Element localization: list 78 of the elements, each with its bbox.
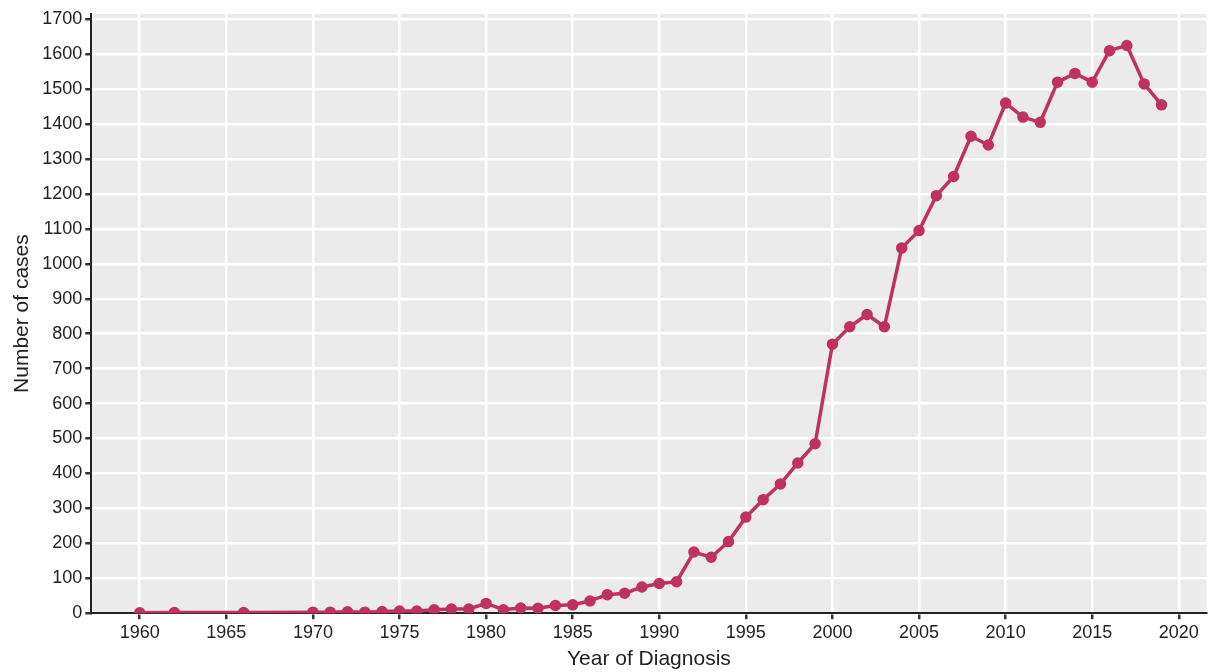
x-tick-label: 1975 — [379, 621, 420, 642]
y-tick-label: 1300 — [42, 147, 83, 168]
point — [757, 493, 769, 506]
point — [913, 224, 925, 237]
x-tick-label: 2010 — [985, 621, 1026, 642]
point — [861, 308, 873, 321]
point — [930, 189, 943, 202]
point — [1051, 76, 1064, 88]
x-axis-title: Year of Diagnosis — [566, 646, 731, 670]
point — [584, 595, 596, 607]
x-tick-label: 1960 — [119, 621, 160, 642]
y-tick-label: 200 — [52, 532, 83, 553]
x-tick-label: 2020 — [1158, 621, 1199, 642]
x-tick-label: 2000 — [812, 621, 853, 642]
point — [740, 511, 752, 523]
y-tick-label: 1200 — [42, 182, 83, 203]
point — [480, 597, 492, 610]
point — [411, 605, 423, 614]
point — [428, 603, 440, 614]
point — [463, 603, 475, 614]
x-tick-label: 2015 — [1072, 621, 1113, 642]
y-tick-label: 400 — [52, 462, 83, 483]
y-tick-label: 100 — [52, 567, 83, 588]
point — [982, 139, 995, 151]
point — [878, 320, 891, 333]
point — [549, 599, 562, 612]
point — [1069, 67, 1081, 80]
point — [636, 581, 648, 593]
point — [722, 535, 735, 548]
point — [566, 599, 579, 611]
point — [1034, 116, 1046, 129]
point — [1017, 111, 1029, 123]
y-tick-label: 800 — [52, 322, 83, 343]
y-tick-label: 1600 — [42, 43, 83, 64]
point — [1103, 44, 1116, 57]
point — [792, 457, 804, 469]
point — [826, 338, 839, 350]
point — [1086, 76, 1098, 88]
y-tick-label: 900 — [52, 287, 83, 308]
y-tick-label: 700 — [52, 357, 83, 378]
y-tick-label: 1100 — [43, 217, 83, 238]
point — [670, 576, 683, 588]
point — [1138, 78, 1150, 90]
point — [774, 478, 787, 490]
point — [947, 170, 960, 183]
point — [532, 602, 544, 614]
point — [514, 602, 527, 614]
x-tick-label: 1985 — [552, 621, 593, 642]
y-tick-label: 600 — [52, 392, 83, 413]
y-tick-label: 1400 — [42, 113, 83, 134]
x-tick-label: 1970 — [292, 621, 333, 642]
y-tick-label: 500 — [52, 427, 83, 448]
point — [809, 438, 821, 450]
point — [601, 588, 614, 601]
y-axis-title: Number of cases — [9, 234, 33, 393]
point — [653, 577, 666, 590]
y-tick-label: 1500 — [42, 78, 83, 99]
point — [1155, 99, 1168, 111]
point — [376, 605, 388, 614]
y-tick-label: 300 — [52, 497, 83, 518]
point — [688, 546, 700, 558]
x-tick-label: 1990 — [639, 621, 680, 642]
point — [999, 97, 1012, 109]
x-tick-label: 2005 — [899, 621, 940, 642]
point — [705, 551, 717, 564]
point — [497, 603, 510, 614]
point — [618, 587, 631, 600]
point — [895, 242, 908, 254]
point — [1121, 39, 1133, 52]
point — [844, 320, 856, 333]
y-tick-label: 1700 — [42, 8, 83, 29]
x-tick-label: 1965 — [206, 621, 247, 642]
x-tick-label: 1980 — [466, 621, 507, 642]
y-tick-label: 0 — [72, 602, 83, 623]
point — [965, 130, 977, 143]
y-tick-label: 1000 — [42, 252, 83, 273]
x-tick-label: 1995 — [725, 621, 766, 642]
point — [445, 603, 458, 614]
